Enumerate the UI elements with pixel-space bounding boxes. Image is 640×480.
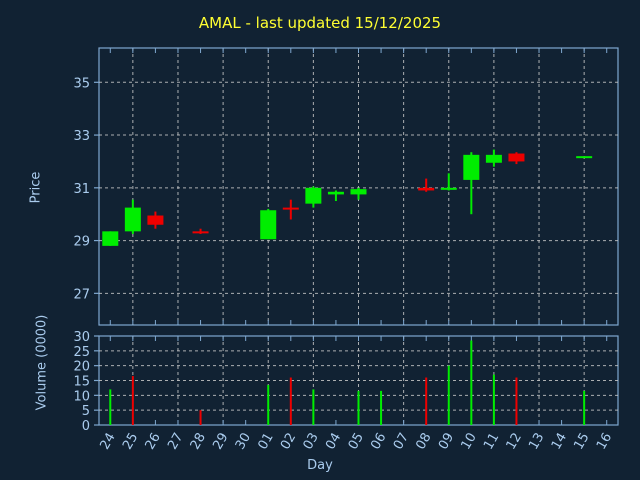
day-tick-label: 16 (594, 431, 615, 453)
volume-tick-label: 15 (73, 375, 90, 390)
candle-body (102, 231, 119, 246)
candle-body (124, 207, 141, 232)
price-tick-label: 27 (73, 287, 90, 302)
day-tick-label: 03 (301, 431, 322, 453)
volume-tick-label: 20 (73, 360, 90, 375)
candle-body (260, 210, 277, 240)
day-tick-label: 04 (323, 431, 344, 453)
candle-body (508, 153, 525, 162)
price-tick-label: 29 (73, 235, 90, 250)
day-tick-label: 30 (233, 431, 254, 453)
day-tick-label: 14 (549, 431, 570, 453)
candle-body (350, 189, 367, 195)
candle-body (147, 215, 164, 225)
volume-tick-label: 10 (73, 389, 90, 404)
price-tick-label: 31 (73, 182, 90, 197)
day-tick-label: 26 (143, 431, 164, 453)
day-tick-label: 02 (278, 431, 299, 453)
candle-body (485, 154, 502, 163)
day-tick-label: 15 (571, 431, 592, 453)
candle-body (463, 154, 480, 180)
day-tick-label: 27 (165, 431, 186, 453)
day-tick-label: 05 (346, 431, 367, 453)
day-axis-title: Day (307, 458, 333, 473)
day-tick-label: 01 (255, 431, 276, 453)
candle-body (418, 187, 435, 191)
day-tick-label: 08 (413, 431, 434, 453)
candle-body (327, 191, 344, 195)
day-tick-label: 12 (504, 431, 525, 453)
volume-tick-label: 30 (73, 330, 90, 345)
day-tick-label: 24 (97, 431, 118, 453)
candle-body (282, 207, 299, 210)
day-tick-label: 09 (436, 431, 457, 453)
day-tick-label: 28 (188, 431, 209, 453)
price-tick-label: 33 (73, 129, 90, 144)
day-tick-label: 06 (368, 431, 389, 453)
candle-body (440, 187, 457, 190)
candle-body (576, 156, 593, 159)
chart-title: AMAL - last updated 15/12/2025 (198, 14, 442, 32)
candle-body (305, 187, 322, 204)
day-tick-label: 29 (210, 431, 231, 453)
volume-tick-label: 25 (73, 345, 90, 360)
day-tick-label: 10 (459, 431, 480, 453)
day-tick-label: 13 (526, 431, 547, 453)
candle-body (192, 231, 209, 234)
day-tick-label: 25 (120, 431, 141, 453)
day-tick-label: 07 (391, 431, 412, 453)
day-tick-label: 11 (481, 431, 502, 453)
volume-tick-label: 5 (82, 404, 90, 419)
price-tick-label: 35 (73, 76, 90, 91)
volume-tick-label: 0 (82, 419, 90, 434)
